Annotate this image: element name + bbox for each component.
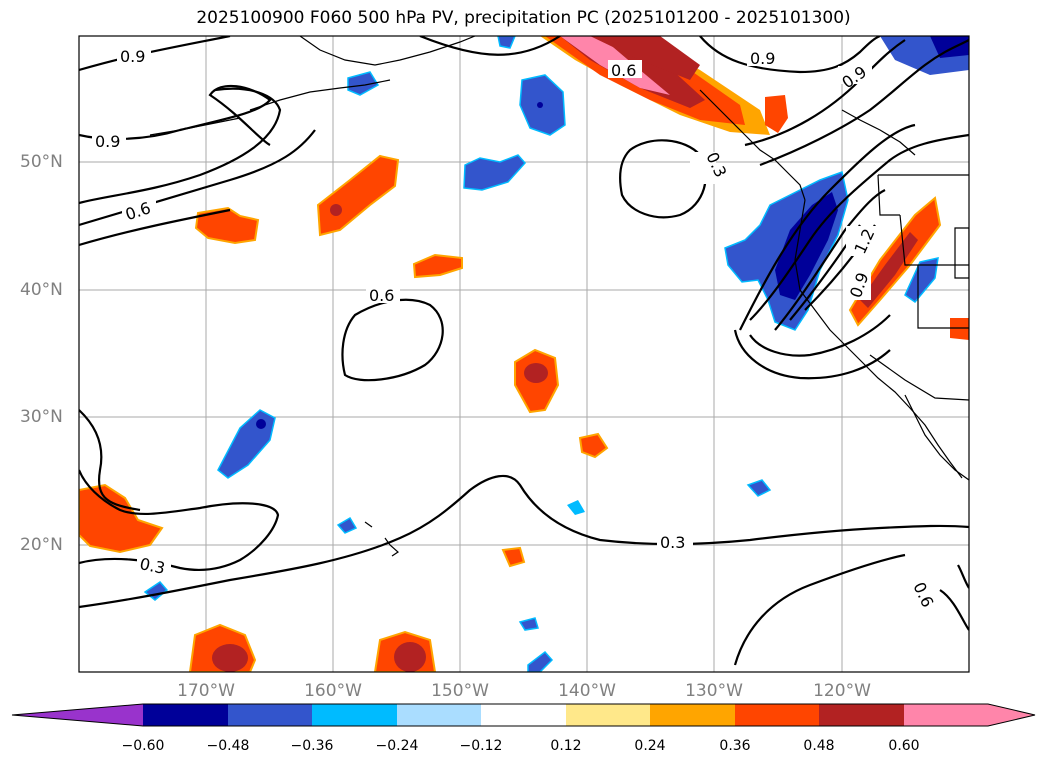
lon-label: 140°W xyxy=(558,681,616,701)
lon-label: 130°W xyxy=(685,681,743,701)
colorbar-under-arrow xyxy=(12,704,143,726)
lon-label: 150°W xyxy=(431,681,489,701)
contour-labels: 0.9 0.9 0.9 0.6 0.9 0.6 0.6 0.3 1.2 0.9 … xyxy=(92,46,937,612)
colorbar-bin xyxy=(566,704,650,726)
colorbar-tick-label: 0.60 xyxy=(888,738,920,754)
colorbar-bin xyxy=(819,704,904,726)
contour-label: 0.9 xyxy=(750,49,775,68)
colorbar-tick-label: 0.48 xyxy=(803,738,835,754)
colorbar-bin xyxy=(143,704,228,726)
lon-label: 170°W xyxy=(177,681,235,701)
contour-label: 0.6 xyxy=(611,61,636,80)
colorbar-tick-label: 0.24 xyxy=(634,738,666,754)
lon-label: 160°W xyxy=(304,681,362,701)
colorbar-tick-label: −0.12 xyxy=(459,738,503,754)
colorbar-bin xyxy=(904,704,988,726)
colorbar-tick-label: −0.60 xyxy=(121,738,165,754)
contour-label: 0.9 xyxy=(95,132,120,151)
contour-label: 0.3 xyxy=(660,533,685,552)
colorbar xyxy=(11,703,1036,727)
colorbar-tick-label: 0.12 xyxy=(550,738,582,754)
colorbar-tick-label: −0.24 xyxy=(375,738,419,754)
contour-label: 0.9 xyxy=(120,47,145,66)
colorbar-tick-label: −0.48 xyxy=(206,738,250,754)
lat-label: 30°N xyxy=(20,407,63,427)
colorbar-bin xyxy=(481,704,566,726)
colorbar-bin xyxy=(397,704,481,726)
map-frame xyxy=(78,35,970,673)
contour-label: 0.3 xyxy=(138,554,167,578)
lat-label: 20°N xyxy=(20,535,63,555)
colorbar-tick-label: 0.36 xyxy=(719,738,751,754)
contour-label: 0.6 xyxy=(369,286,394,305)
lat-label: 40°N xyxy=(20,280,63,300)
colorbar-bin xyxy=(228,704,312,726)
colorbar-tick-label: −0.36 xyxy=(290,738,334,754)
pv-contours xyxy=(79,36,969,666)
colorbar-over-arrow xyxy=(988,704,1035,726)
map-title: 2025100900 F060 500 hPa PV, precipitatio… xyxy=(196,8,851,28)
lon-label: 120°W xyxy=(813,681,871,701)
colorbar-bin xyxy=(735,704,819,726)
precip-negative-patches xyxy=(143,36,969,672)
colorbar-bin xyxy=(650,704,735,726)
lat-label: 50°N xyxy=(20,152,63,172)
colorbar-bin xyxy=(312,704,397,726)
